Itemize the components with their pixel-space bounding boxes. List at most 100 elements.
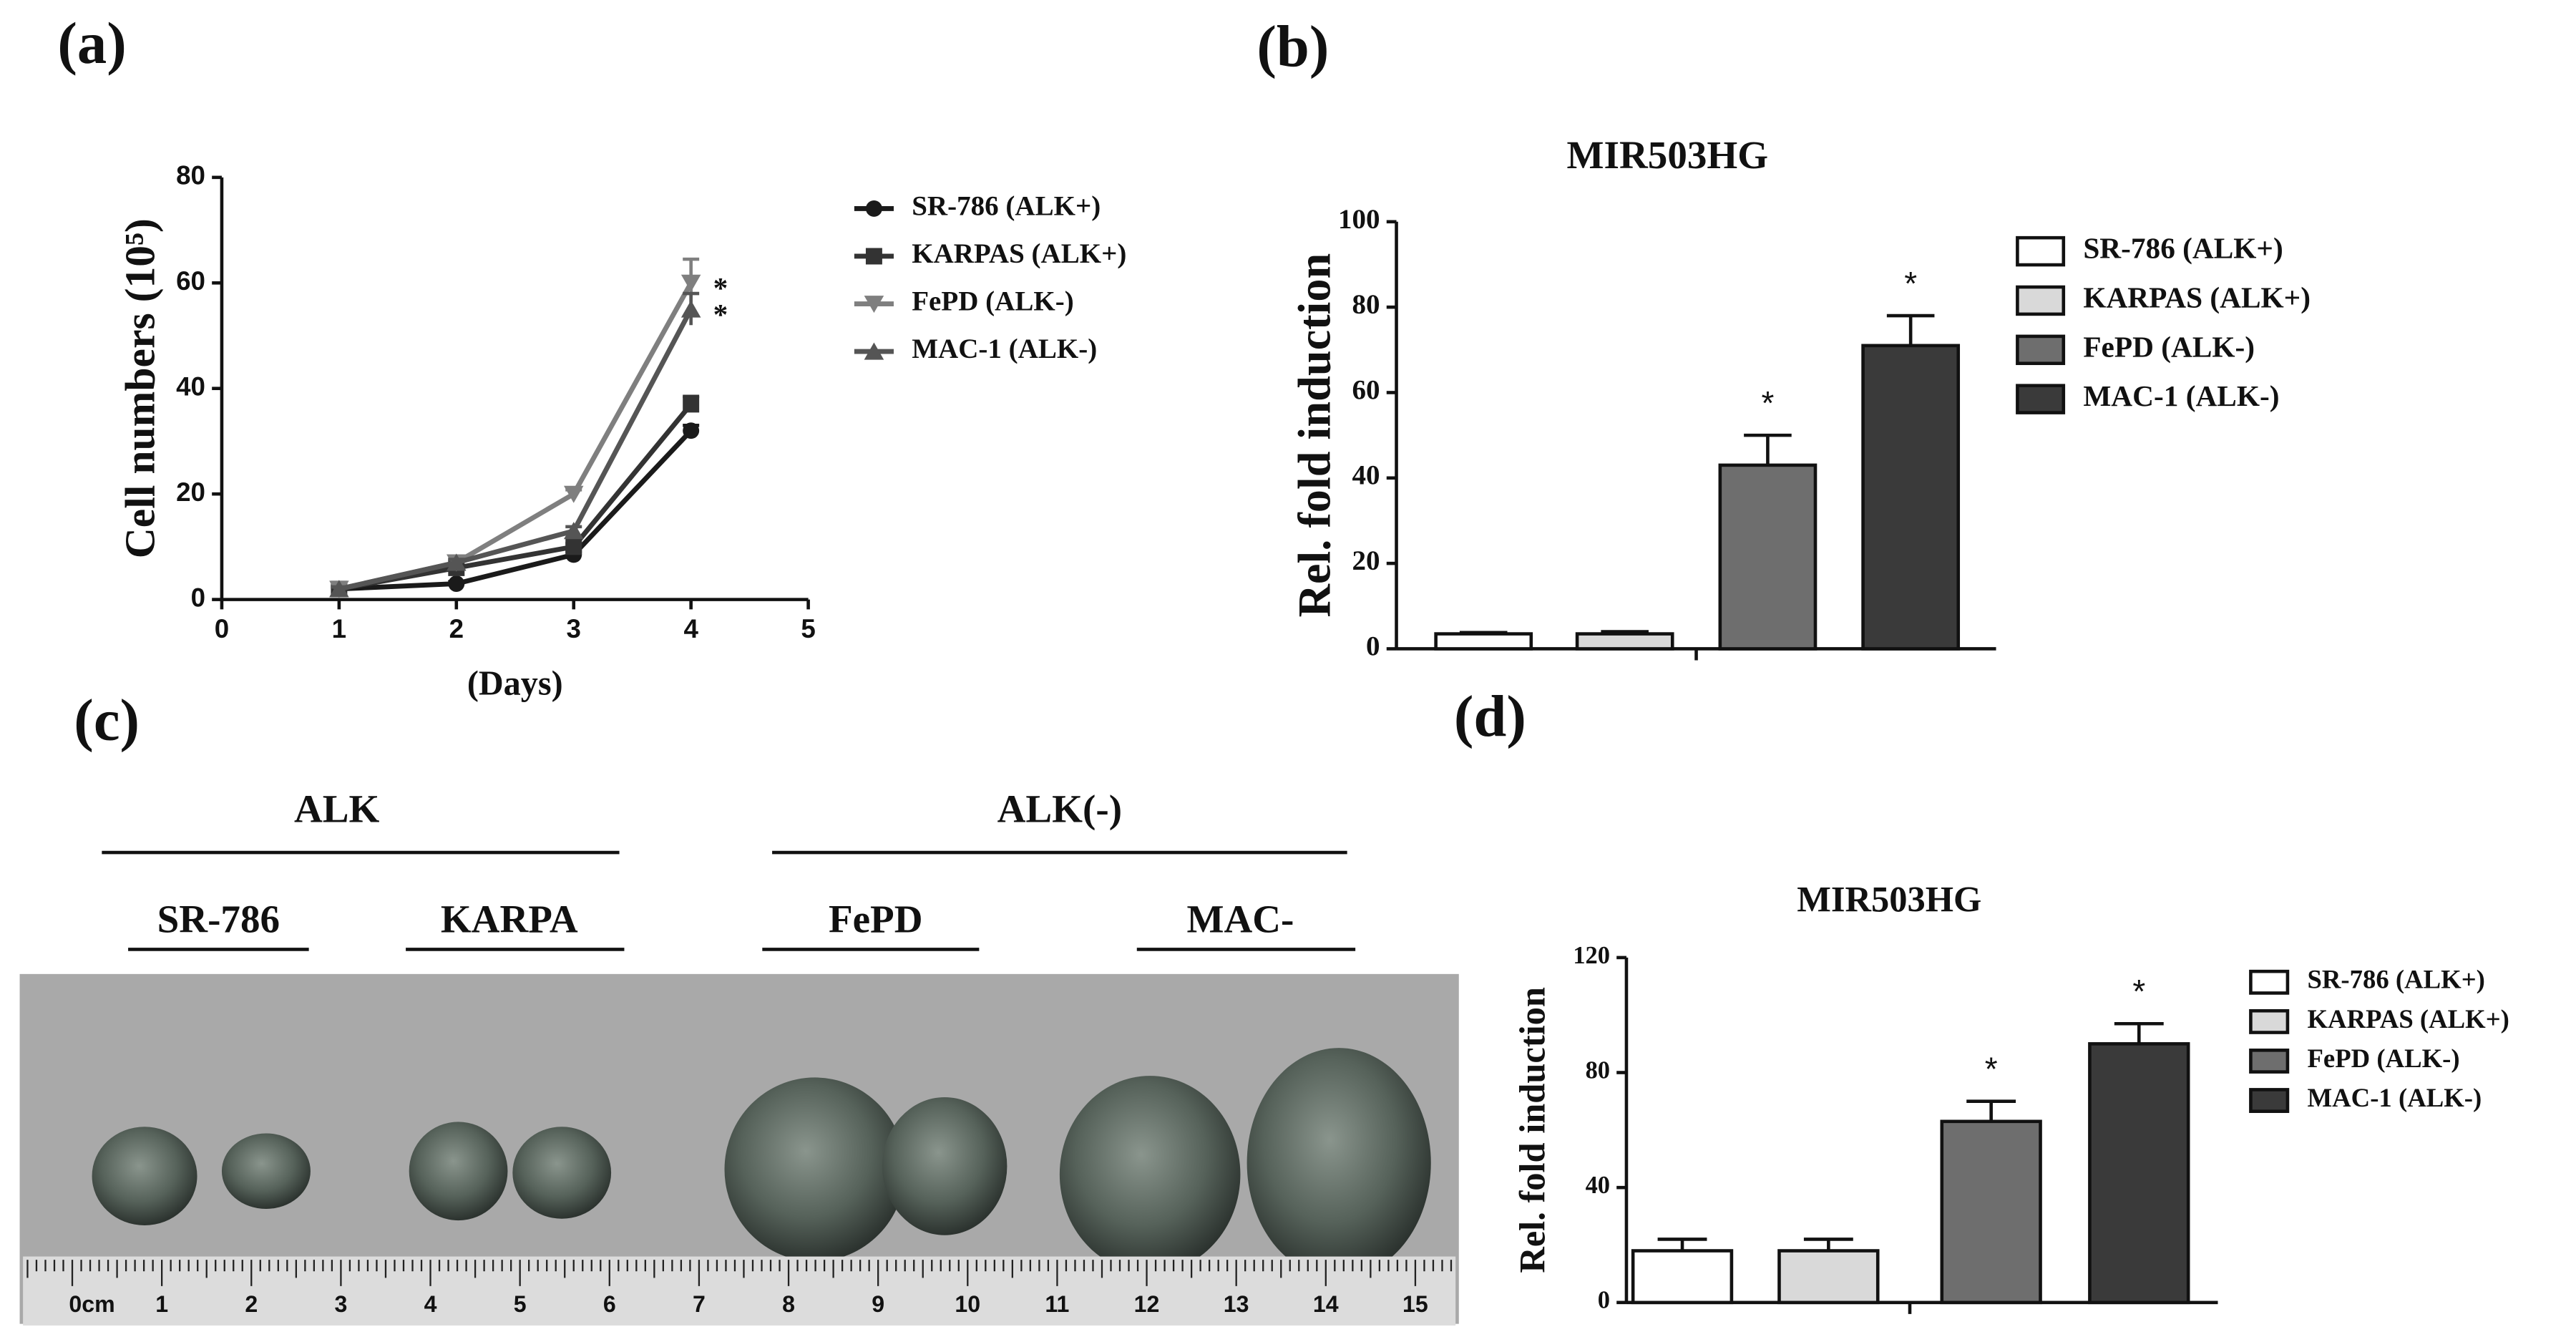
marker: [565, 538, 582, 555]
legend-label: FePD (ALK-): [2307, 1044, 2459, 1073]
marker: [865, 248, 882, 265]
y-tick-label: 80: [176, 161, 205, 190]
series-line: [338, 402, 693, 592]
legend-swatch: [2249, 1049, 2290, 1074]
legend-label: MAC-1 (ALK-): [912, 334, 1097, 364]
legend-label: SR-786 (ALK+): [2307, 965, 2484, 994]
legend-swatch: [2016, 235, 2066, 267]
tumors: [92, 1048, 1431, 1278]
significance: *: [1761, 384, 1774, 422]
y-tick-label: 100: [1338, 204, 1380, 235]
y-axis-label: Cell numbers (10⁵): [117, 218, 164, 558]
y-tick-label: 0: [1598, 1287, 1610, 1314]
marker: [563, 522, 584, 540]
marker: [680, 300, 701, 318]
ruler-label: 15: [1402, 1291, 1428, 1317]
panel-label: (b): [1257, 13, 1329, 79]
error-bar: [1657, 1238, 1707, 1251]
x-tick-label: 0: [215, 614, 229, 643]
sample-label: FePD: [829, 897, 923, 940]
marker: [329, 580, 349, 598]
sample-label: KARPA: [441, 897, 578, 940]
y-tick-label: 80: [1352, 289, 1380, 320]
ruler-label: 8: [782, 1291, 795, 1317]
series-line: [338, 429, 693, 592]
panel-label: (d): [1454, 684, 1526, 749]
ruler-label: 3: [334, 1291, 347, 1317]
x-tick-label: 5: [801, 614, 815, 643]
x-tick-label: 1: [332, 614, 346, 643]
bar: [1940, 1119, 2042, 1305]
significance: *: [713, 298, 728, 331]
x-tick-label: 2: [449, 614, 464, 643]
legend-label: SR-786 (ALK+): [2083, 232, 2283, 266]
legend-label: MAC-1 (ALK-): [2083, 379, 2279, 413]
ruler-label: 0cm: [69, 1291, 114, 1317]
legend-swatch: [2249, 1008, 2290, 1034]
legend-label: SR-786 (ALK+): [912, 190, 1101, 221]
legend-swatch: [2249, 969, 2290, 995]
ruler-label: 6: [603, 1291, 616, 1317]
ruler-label: 7: [693, 1291, 706, 1317]
significance: *: [713, 271, 728, 304]
sample-label: MAC-: [1186, 897, 1294, 940]
y-tick-label: 60: [176, 266, 205, 296]
x-tick-label: 4: [683, 614, 698, 643]
legend-label: KARPAS (ALK+): [912, 238, 1126, 269]
y-tick-label: 40: [1352, 460, 1380, 491]
chart-title: MIR503HG: [1567, 133, 1769, 177]
marker: [683, 422, 700, 439]
marker: [563, 485, 584, 503]
y-tick-label: 0: [191, 583, 205, 612]
group-label: ALK(-): [997, 787, 1122, 831]
error-bar: [1744, 433, 1792, 465]
ruler-label: 10: [955, 1291, 980, 1317]
bar: [1631, 1249, 1734, 1305]
ruler-label: 9: [872, 1291, 884, 1317]
panel-label: (a): [57, 10, 126, 76]
error-bar: [2114, 1021, 2164, 1044]
ruler-label: 14: [1313, 1291, 1339, 1317]
y-axis-label: Rel. fold induction: [1512, 987, 1552, 1273]
legend-swatch: [2249, 1088, 2290, 1113]
y-tick-label: 20: [1352, 545, 1380, 576]
bar: [1777, 1249, 1880, 1305]
bar: [1434, 632, 1533, 651]
series-line: [338, 308, 693, 592]
ruler-label: 2: [245, 1291, 258, 1317]
ruler-label: 4: [424, 1291, 437, 1317]
ruler-label: 12: [1134, 1291, 1160, 1317]
error-bar: [1966, 1099, 2016, 1122]
marker: [680, 274, 701, 292]
y-tick-label: 80: [1586, 1056, 1610, 1084]
y-tick-label: 0: [1366, 631, 1380, 661]
chart-title: MIR503HG: [1797, 880, 1981, 920]
error-bar: [1886, 313, 1935, 346]
ruler-label: 1: [155, 1291, 168, 1317]
sample-label: SR-786: [157, 897, 280, 940]
y-axis-label: Rel. fold induction: [1289, 253, 1340, 618]
marker: [447, 553, 467, 571]
marker: [864, 342, 884, 360]
significance: *: [2132, 973, 2145, 1010]
legend-label: MAC-1 (ALK-): [2307, 1083, 2482, 1112]
ruler-label: 11: [1045, 1291, 1069, 1317]
panel-label: (c): [74, 686, 140, 752]
marker: [865, 200, 882, 217]
ruler-label: 13: [1224, 1291, 1249, 1317]
significance: *: [1904, 265, 1917, 302]
marker: [448, 575, 465, 592]
legend-label: FePD (ALK-): [912, 286, 1073, 317]
bar: [1861, 344, 1961, 651]
x-axis-label: (Days): [467, 664, 563, 702]
legend-label: FePD (ALK-): [2083, 330, 2255, 364]
bar: [1575, 632, 1674, 651]
y-tick-label: 40: [176, 371, 205, 401]
marker: [683, 396, 700, 413]
legend-label: KARPAS (ALK+): [2307, 1004, 2509, 1034]
ruler-ticks: [26, 1260, 1453, 1286]
group-label: ALK: [294, 787, 380, 831]
y-tick-label: 60: [1352, 374, 1380, 405]
